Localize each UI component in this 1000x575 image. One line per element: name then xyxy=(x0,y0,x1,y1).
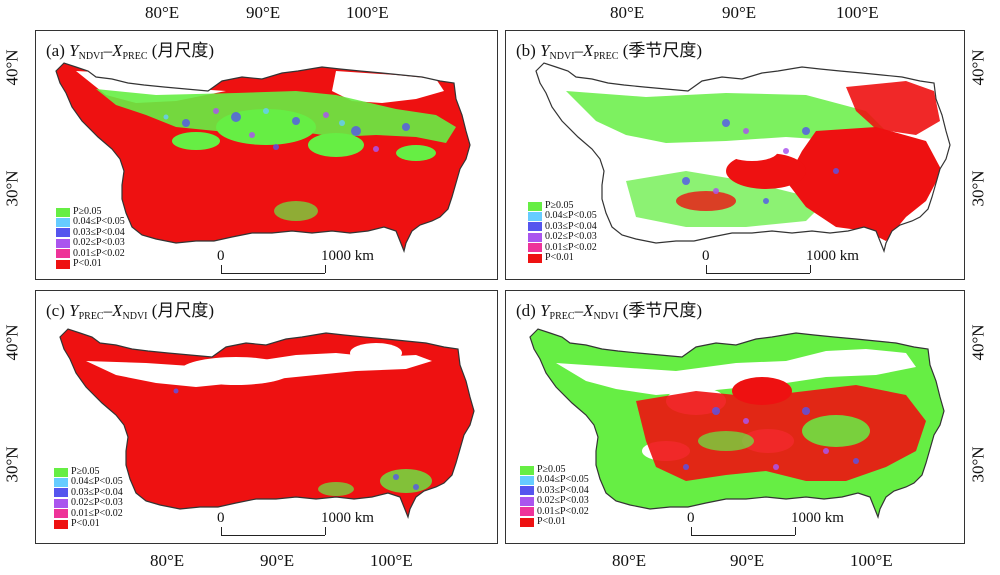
lat-label-left-top-30: 30°N xyxy=(2,170,22,207)
legend-item: 0.01≤P<0.02 xyxy=(56,248,125,259)
legend-swatch xyxy=(56,249,70,259)
scale-bar-b: 0 1000 km xyxy=(702,248,859,279)
plateau-map-c xyxy=(59,328,475,519)
scale-bar-a: 0 1000 km xyxy=(217,248,374,279)
lon-label-top-right-90: 90°E xyxy=(722,3,757,22)
lat-label-right-top-40: 40°N xyxy=(968,49,988,86)
legend-swatch xyxy=(528,222,542,232)
lon-label-bottom-right-80: 80°E xyxy=(612,551,647,570)
legend-item: 0.03≤P<0.04 xyxy=(54,487,123,498)
legend-swatch xyxy=(528,232,542,242)
lat-label-right-bottom-40: 40°N xyxy=(968,324,988,361)
legend-swatch xyxy=(520,476,534,486)
lon-label-top-left-80: 80°E xyxy=(145,3,180,22)
legend-item: 0.01≤P<0.02 xyxy=(520,506,589,517)
legend-item: 0.01≤P<0.02 xyxy=(528,242,597,253)
lon-label-top-left-100: 100°E xyxy=(346,3,389,22)
legend-item: P<0.01 xyxy=(528,252,597,263)
lat-label-right-bottom-30: 30°N xyxy=(968,446,988,483)
legend-item: 0.04≤P<0.05 xyxy=(56,216,125,228)
map-panel-d: (d) YPREC–XNDVI (季节尺度) P≥0.05 0.04≤P<0.0… xyxy=(505,290,965,544)
legend-item: 0.02≤P<0.03 xyxy=(520,495,589,506)
legend-item: P≥0.05 xyxy=(54,466,123,477)
plateau-map-a xyxy=(55,62,471,253)
plateau-map-d xyxy=(529,328,945,519)
legend-item: 0.04≤P<0.05 xyxy=(54,476,123,488)
legend-swatch xyxy=(528,212,542,222)
legend-item: P≥0.05 xyxy=(520,464,589,475)
lon-label-bottom-left-80: 80°E xyxy=(150,551,185,570)
lon-label-top-right-80: 80°E xyxy=(610,3,645,22)
legend-item: P<0.01 xyxy=(520,516,589,527)
lat-label-left-bottom-40: 40°N xyxy=(2,324,22,361)
legend-swatch xyxy=(54,467,68,477)
legend-swatch xyxy=(54,519,68,529)
lon-label-bottom-left-90: 90°E xyxy=(260,551,295,570)
map-panel-c: (c) YPREC–XNDVI (月尺度) P≥0.05 0.04≤P<0.05… xyxy=(35,290,498,544)
legend-swatch xyxy=(54,488,68,498)
legend-swatch xyxy=(56,207,70,217)
legend-swatch xyxy=(520,465,534,475)
plateau-map-b xyxy=(535,62,951,253)
legend-swatch xyxy=(54,478,68,488)
legend-item: 0.02≤P<0.03 xyxy=(54,497,123,508)
legend-swatch xyxy=(56,259,70,269)
legend-d: P≥0.05 0.04≤P<0.05 0.03≤P<0.04 0.02≤P<0.… xyxy=(520,464,589,527)
legend-item: 0.04≤P<0.05 xyxy=(528,210,597,222)
legend-swatch xyxy=(520,507,534,517)
lon-label-top-left-90: 90°E xyxy=(246,3,281,22)
legend-item: 0.04≤P<0.05 xyxy=(520,474,589,486)
panel-title-d: (d) YPREC–XNDVI (季节尺度) xyxy=(516,301,703,322)
legend-swatch xyxy=(56,238,70,248)
legend-item: 0.03≤P<0.04 xyxy=(520,485,589,496)
legend-c: P≥0.05 0.04≤P<0.05 0.03≤P<0.04 0.02≤P<0.… xyxy=(54,466,123,529)
legend-swatch xyxy=(520,496,534,506)
lon-label-bottom-right-90: 90°E xyxy=(730,551,765,570)
legend-item: 0.03≤P<0.04 xyxy=(528,221,597,232)
map-panel-b: (b) YNDVI–XPREC (季节尺度) P≥0.05 0.04≤P<0.0… xyxy=(505,30,965,280)
legend-item: P<0.01 xyxy=(56,258,125,269)
lat-label-left-top-40: 40°N xyxy=(2,49,22,86)
legend-item: P≥0.05 xyxy=(56,206,125,217)
legend-swatch xyxy=(528,253,542,263)
legend-swatch xyxy=(520,517,534,527)
scale-bar-d: 0 1000 km xyxy=(687,510,844,543)
panel-title-c: (c) YPREC–XNDVI (月尺度) xyxy=(46,301,215,322)
panel-title-a: (a) YNDVI–XPREC (月尺度) xyxy=(46,41,215,62)
lat-label-left-bottom-30: 30°N xyxy=(2,446,22,483)
legend-item: P≥0.05 xyxy=(528,200,597,211)
lat-label-right-top-30: 30°N xyxy=(968,170,988,207)
legend-b: P≥0.05 0.04≤P<0.05 0.03≤P<0.04 0.02≤P<0.… xyxy=(528,200,597,263)
legend-swatch xyxy=(520,486,534,496)
legend-swatch xyxy=(528,243,542,253)
legend-item: P<0.01 xyxy=(54,518,123,529)
legend-item: 0.03≤P<0.04 xyxy=(56,227,125,238)
legend-item: 0.01≤P<0.02 xyxy=(54,508,123,519)
legend-swatch xyxy=(56,228,70,238)
legend-item: 0.02≤P<0.03 xyxy=(56,237,125,248)
panel-title-b: (b) YNDVI–XPREC (季节尺度) xyxy=(516,41,703,62)
legend-a: P≥0.05 0.04≤P<0.05 0.03≤P<0.04 0.02≤P<0.… xyxy=(56,206,125,269)
lon-label-bottom-left-100: 100°E xyxy=(370,551,413,570)
legend-swatch xyxy=(56,218,70,228)
legend-swatch xyxy=(528,201,542,211)
lon-label-top-right-100: 100°E xyxy=(836,3,879,22)
legend-swatch xyxy=(54,509,68,519)
lon-label-bottom-right-100: 100°E xyxy=(850,551,893,570)
scale-bar-c: 0 1000 km xyxy=(217,510,374,543)
legend-swatch xyxy=(54,498,68,508)
map-panel-a: (a) YNDVI–XPREC (月尺度) P≥0.05 0.04≤P<0.05… xyxy=(35,30,498,280)
legend-item: 0.02≤P<0.03 xyxy=(528,231,597,242)
